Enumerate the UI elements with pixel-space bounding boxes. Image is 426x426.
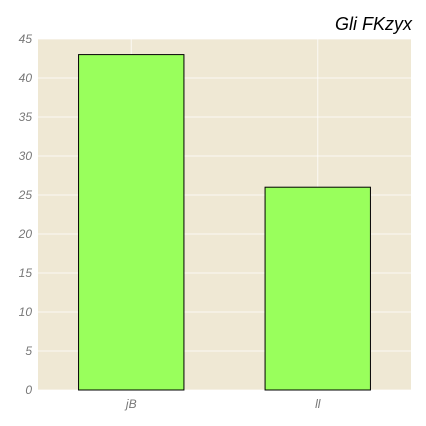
y-axis-ticks: 0 5 10 15 20 25 30 35 40 45	[18, 32, 33, 397]
y-tick-label-30: 30	[19, 149, 33, 163]
x-tick-label-0: jB	[124, 397, 137, 411]
x-tick-label-1: ll	[315, 397, 321, 411]
y-tick-label-25: 25	[18, 188, 33, 202]
y-tick-label-0: 0	[25, 383, 32, 397]
y-tick-label-40: 40	[19, 71, 33, 85]
y-tick-label-45: 45	[19, 32, 33, 46]
bars	[78, 54, 371, 391]
y-tick-label-35: 35	[19, 110, 33, 124]
chart-title: Gli FKzyx	[335, 14, 413, 34]
y-tick-label-10: 10	[19, 305, 33, 319]
y-tick-label-20: 20	[18, 227, 33, 241]
bar-0	[78, 54, 185, 391]
y-tick-label-5: 5	[25, 344, 32, 358]
bar-1	[264, 186, 371, 391]
x-axis-ticks: jB ll	[124, 397, 321, 411]
y-tick-label-15: 15	[19, 266, 33, 280]
